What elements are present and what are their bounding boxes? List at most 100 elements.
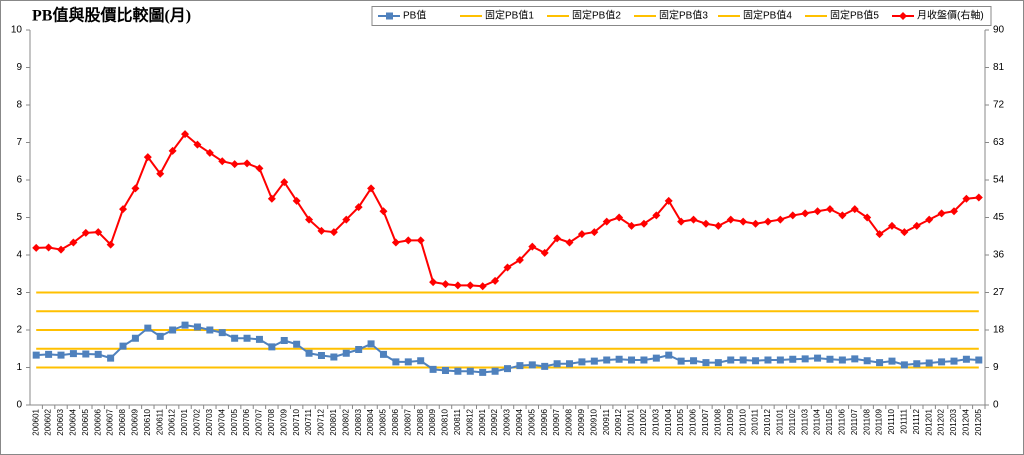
point [305, 349, 313, 357]
point [491, 367, 499, 375]
legend-label: 固定PB值3 [659, 9, 708, 22]
x-tick-label: 200702 [193, 408, 202, 435]
y-tick-label: 5 [16, 212, 22, 223]
point [590, 357, 598, 365]
x-tick-label: 200904 [515, 408, 524, 435]
point [825, 205, 834, 214]
y-tick-label: 1 [16, 362, 22, 373]
point [44, 243, 53, 252]
x-tick-label: 201006 [689, 408, 698, 435]
point [404, 358, 412, 366]
point [454, 367, 462, 375]
point [267, 194, 276, 203]
x-tick-label: 200908 [565, 408, 574, 435]
x-tick-label: 200809 [428, 408, 437, 435]
point [826, 355, 834, 363]
point [193, 140, 202, 149]
x-tick-label: 201104 [813, 408, 822, 435]
x-tick-label: 200911 [602, 408, 611, 435]
point [850, 205, 859, 214]
x-tick-label: 201201 [924, 408, 933, 435]
x-tick-label: 200604 [69, 408, 78, 435]
point [292, 196, 301, 205]
y2-tick-label: 18 [993, 325, 1005, 336]
point [243, 334, 251, 342]
point [726, 215, 735, 224]
point [776, 215, 785, 224]
legend-label: 固定PB值2 [572, 9, 621, 22]
point [255, 335, 263, 343]
point [330, 353, 338, 361]
point [553, 360, 561, 368]
point [975, 356, 983, 364]
x-tick-label: 201109 [875, 408, 884, 435]
x-tick-label: 201001 [627, 408, 636, 435]
x-tick-label: 200902 [490, 408, 499, 435]
point [491, 276, 500, 285]
x-tick-label: 201105 [825, 408, 834, 435]
point [739, 356, 747, 364]
point [553, 234, 562, 243]
x-tick-label: 200708 [267, 408, 276, 435]
x-tick-label: 201004 [664, 408, 673, 435]
point [627, 221, 636, 230]
point [379, 207, 388, 216]
point [317, 226, 326, 235]
point [32, 243, 41, 252]
x-tick-label: 200804 [366, 408, 375, 435]
point [640, 356, 648, 364]
x-tick-label: 200605 [81, 408, 90, 435]
point [441, 367, 449, 374]
point [690, 357, 698, 365]
x-tick-label: 200801 [329, 408, 338, 435]
x-tick-label: 200812 [465, 408, 474, 435]
point [131, 334, 139, 342]
point [528, 361, 536, 369]
x-tick-label: 200610 [143, 408, 152, 435]
point [143, 153, 152, 162]
point [392, 358, 400, 366]
x-tick-label: 201102 [788, 408, 797, 435]
y2-tick-label: 63 [993, 137, 1005, 148]
y2-tick-label: 9 [993, 362, 999, 373]
point [379, 350, 387, 358]
point [739, 217, 748, 226]
point [913, 360, 921, 368]
point [466, 367, 474, 375]
y-tick-label: 8 [16, 100, 22, 111]
point [342, 215, 351, 224]
point [776, 356, 784, 364]
x-tick-label: 201103 [800, 408, 809, 435]
point [82, 350, 90, 358]
point [453, 281, 462, 290]
x-tick-label: 200607 [106, 408, 115, 435]
point [479, 368, 487, 376]
point [106, 240, 115, 249]
x-tick-label: 200712 [317, 408, 326, 435]
point [416, 236, 425, 245]
point [478, 282, 487, 291]
x-tick-label: 200901 [478, 408, 487, 435]
point [367, 184, 376, 193]
y2-tick-label: 27 [993, 287, 1005, 298]
y2-tick-label: 36 [993, 250, 1005, 261]
point [962, 194, 971, 203]
chart-title: PB值與股價比較圖(月) [32, 6, 191, 25]
point [652, 211, 661, 220]
point [218, 157, 227, 166]
x-tick-label: 201112 [912, 408, 921, 434]
point [404, 236, 413, 245]
x-tick-label: 200803 [354, 408, 363, 435]
x-tick-label: 200601 [31, 408, 40, 435]
point [193, 323, 201, 331]
x-tick-label: 200808 [416, 408, 425, 435]
x-tick-label: 201008 [713, 408, 722, 435]
legend-marker [386, 12, 393, 20]
x-tick-label: 201005 [676, 408, 685, 435]
x-tick-label: 200810 [441, 408, 450, 435]
x-tick-label: 200709 [279, 408, 288, 435]
point [317, 352, 325, 359]
legend-label: 固定PB值1 [485, 9, 534, 22]
point [752, 357, 760, 365]
